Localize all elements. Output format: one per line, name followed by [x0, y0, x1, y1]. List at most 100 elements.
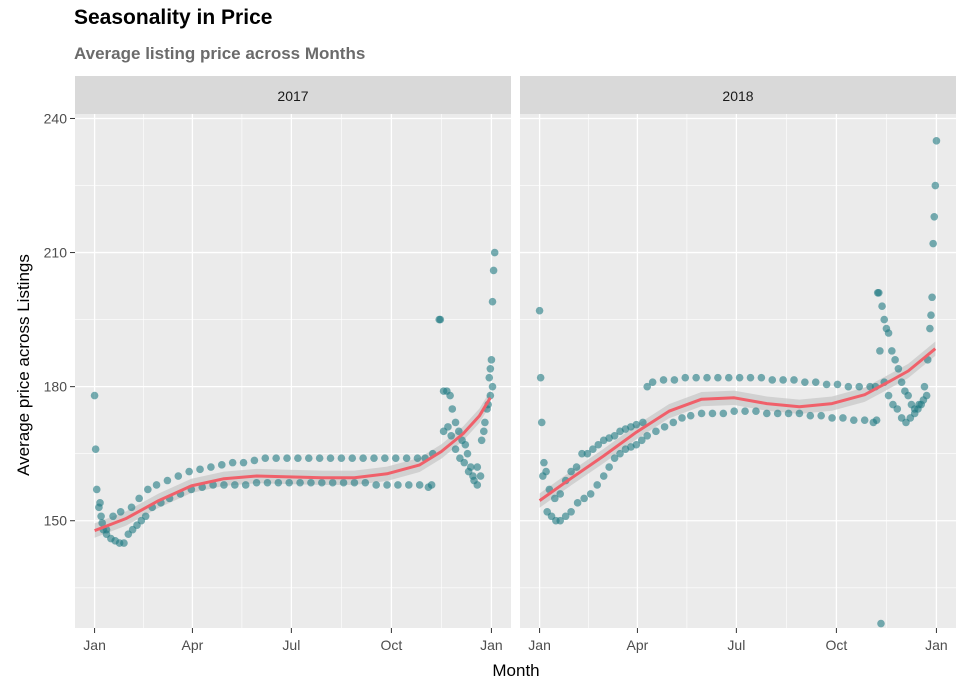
data-point — [556, 516, 565, 525]
data-point — [893, 405, 902, 413]
data-point — [463, 449, 472, 458]
data-point — [339, 478, 348, 487]
data-point — [489, 266, 498, 275]
data-point — [833, 380, 842, 389]
data-point — [567, 467, 575, 476]
data-point — [735, 373, 744, 382]
data-point — [605, 463, 613, 471]
data-point — [790, 376, 798, 384]
x-tick-label: Jan — [83, 637, 106, 653]
data-point — [427, 481, 436, 489]
data-point — [632, 440, 641, 449]
data-point — [741, 407, 749, 416]
data-point — [703, 373, 711, 382]
data-point — [318, 478, 326, 487]
data-point — [402, 454, 411, 462]
data-point — [610, 454, 619, 462]
data-point — [894, 364, 903, 373]
data-point — [486, 364, 495, 373]
data-point — [481, 418, 489, 427]
axes: 150 180 210 240 Jan Apr Jul Oct Jan Jan Apr Jul Oct J… — [44, 110, 948, 653]
data-point — [294, 454, 302, 462]
data-point — [451, 445, 460, 454]
data-point — [920, 382, 929, 391]
data-point — [220, 481, 228, 489]
data-point — [228, 458, 237, 467]
data-point — [670, 376, 679, 384]
data-point — [490, 248, 499, 257]
trend-line — [538, 347, 937, 502]
data-point — [436, 315, 445, 324]
data-point — [263, 478, 272, 487]
data-point — [897, 378, 906, 386]
data-point — [96, 499, 104, 507]
data-point — [928, 293, 936, 302]
y-axis-label: Average price across Listings — [14, 254, 33, 476]
facet-panels: 2017 2018 — [75, 76, 956, 628]
facet-strip-label: 2017 — [277, 88, 308, 104]
data-point — [231, 481, 239, 489]
data-point — [116, 507, 125, 516]
data-point — [708, 409, 717, 418]
data-point — [866, 382, 874, 391]
data-point — [383, 481, 391, 489]
data-point — [473, 481, 482, 489]
data-point — [486, 391, 495, 400]
facet-strip-label: 2018 — [722, 88, 753, 104]
data-point — [415, 481, 424, 489]
data-point — [768, 376, 777, 384]
data-point — [875, 288, 883, 297]
y-tick-label: 180 — [44, 379, 68, 395]
data-point — [359, 454, 367, 462]
data-point — [572, 463, 581, 471]
data-point — [241, 481, 250, 489]
data-point — [488, 382, 497, 391]
data-point — [714, 373, 722, 382]
data-point — [455, 427, 463, 436]
panel-background — [75, 114, 511, 628]
data-point — [822, 380, 831, 389]
data-point — [929, 239, 937, 248]
data-point — [328, 478, 337, 487]
data-point — [391, 454, 400, 462]
data-point — [860, 416, 869, 424]
data-point — [639, 418, 647, 427]
data-point — [795, 409, 804, 418]
y-tick-label: 150 — [44, 513, 68, 529]
data-point — [669, 418, 678, 427]
data-point — [931, 181, 940, 190]
data-point — [185, 467, 193, 476]
data-point — [573, 499, 582, 507]
chart-title: Seasonality in Price — [74, 6, 273, 29]
data-point — [578, 449, 586, 458]
data-point — [539, 472, 547, 480]
data-point — [315, 454, 324, 462]
data-point — [686, 411, 695, 420]
data-point — [487, 356, 496, 364]
data-point — [855, 382, 864, 391]
data-point — [550, 494, 559, 503]
data-point — [404, 481, 413, 489]
x-tick-label: Jan — [480, 637, 503, 653]
data-point — [394, 481, 402, 489]
panel-background — [520, 114, 956, 628]
data-point — [473, 463, 482, 471]
data-point — [927, 311, 935, 319]
data-point — [381, 454, 389, 462]
data-point — [877, 619, 885, 628]
data-point — [730, 407, 738, 416]
data-point — [451, 418, 460, 427]
data-point — [209, 481, 217, 489]
data-point — [719, 409, 728, 418]
data-point — [637, 436, 646, 445]
data-point — [801, 378, 809, 386]
data-point — [537, 418, 546, 427]
data-point — [447, 432, 455, 440]
data-point — [536, 373, 545, 382]
data-point — [643, 382, 652, 391]
data-point — [932, 137, 941, 145]
y-tick-label: 240 — [44, 110, 68, 126]
data-point — [141, 512, 150, 521]
data-point — [681, 373, 690, 382]
